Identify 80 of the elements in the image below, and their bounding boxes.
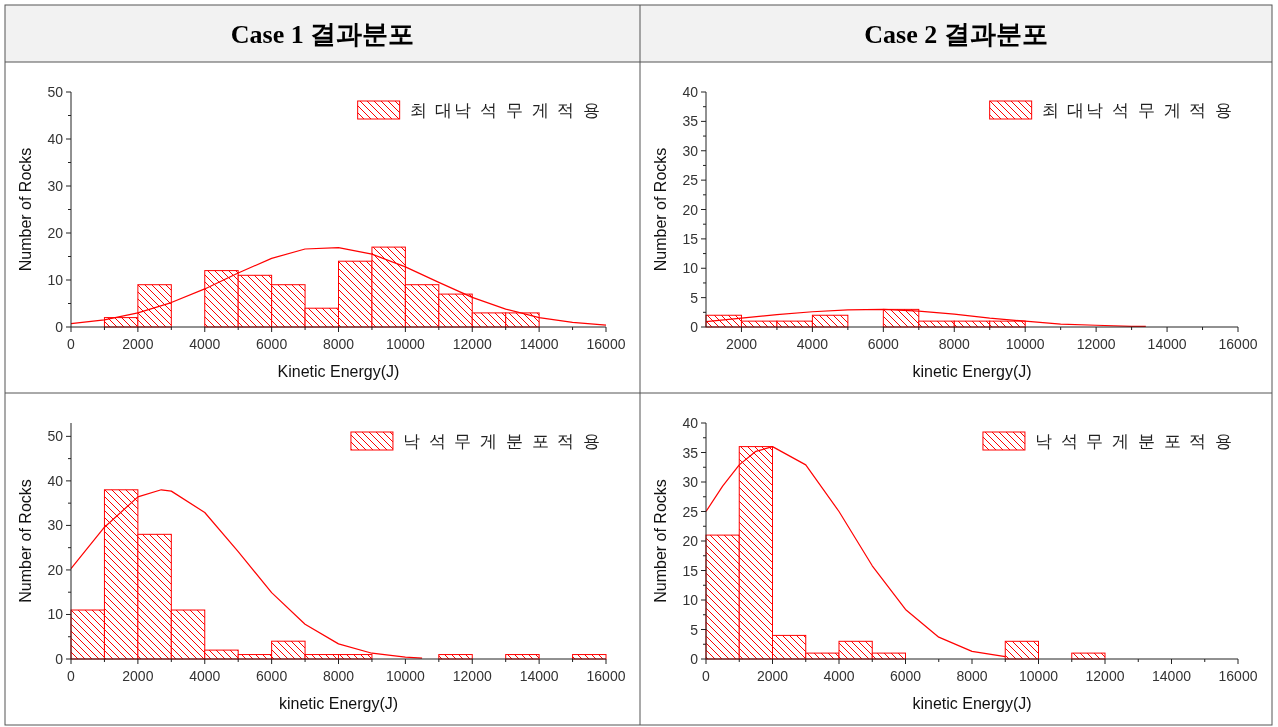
x-axis-title: kinetic Energy(J) xyxy=(278,695,399,712)
x-tick-label: 10000 xyxy=(1005,336,1045,352)
y-tick-label: 35 xyxy=(682,444,699,461)
y-axis-title: Number of Rocks xyxy=(652,479,669,603)
y-tick-label: 20 xyxy=(682,201,699,218)
chart-title: Case 2 결과분포 xyxy=(864,19,1048,49)
x-tick-label: 16000 xyxy=(586,668,626,684)
x-tick-label: 2000 xyxy=(725,336,758,352)
y-tick-label: 15 xyxy=(682,230,699,247)
x-tick-label: 12000 xyxy=(452,336,492,352)
x-tick-label: 4000 xyxy=(189,336,221,352)
y-tick-label: 25 xyxy=(682,172,699,189)
y-tick-label: 20 xyxy=(682,533,699,549)
x-tick-label: 6000 xyxy=(256,336,288,352)
chart-title: Case 1 결과분포 xyxy=(230,19,415,49)
x-tick-label: 2000 xyxy=(122,336,154,352)
x-axis-title: kinetic Energy(J) xyxy=(912,695,1032,712)
x-tick-label: 16000 xyxy=(1218,336,1258,352)
y-tick-label: 0 xyxy=(690,651,699,667)
x-tick-label: 10000 xyxy=(385,336,426,352)
x-tick-label: 12000 xyxy=(1076,336,1116,352)
y-axis-title: Number of Rocks xyxy=(17,147,34,272)
y-tick-label: 20 xyxy=(47,225,64,241)
legend-label: 낙 석 무 게 분 포 적 용 xyxy=(402,432,602,451)
y-tick-label: 50 xyxy=(47,428,64,445)
x-tick-label: 14000 xyxy=(519,336,559,352)
x-tick-label: 16000 xyxy=(586,336,626,352)
y-tick-label: 35 xyxy=(682,113,699,130)
x-tick-label: 14000 xyxy=(519,668,559,684)
x-tick-label: 0 xyxy=(67,668,76,684)
y-tick-label: 40 xyxy=(47,472,64,489)
y-axis-title: Number of Rocks xyxy=(652,147,669,272)
y-tick-label: 40 xyxy=(682,84,699,100)
x-tick-label: 4000 xyxy=(189,668,221,684)
x-tick-label: 8000 xyxy=(956,668,988,684)
x-tick-label: 6000 xyxy=(889,668,922,684)
x-tick-label: 0 xyxy=(702,668,711,684)
y-tick-label: 40 xyxy=(682,415,699,431)
y-tick-label: 30 xyxy=(682,142,699,159)
x-tick-label: 10000 xyxy=(385,668,426,684)
y-tick-label: 0 xyxy=(55,651,64,667)
x-tick-label: 8000 xyxy=(322,668,355,684)
x-tick-label: 4000 xyxy=(796,336,829,352)
x-axis-title: kinetic Energy(J) xyxy=(912,363,1032,380)
y-tick-label: 10 xyxy=(682,592,699,608)
legend-label: 최 대낙 석 무 게 적 용 xyxy=(409,101,602,120)
x-tick-label: 16000 xyxy=(1218,668,1258,684)
x-tick-label: 14000 xyxy=(1152,668,1192,684)
y-tick-label: 5 xyxy=(690,289,699,306)
y-tick-label: 10 xyxy=(682,260,699,277)
y-tick-label: 10 xyxy=(47,272,64,288)
y-tick-label: 30 xyxy=(682,474,699,490)
y-tick-label: 10 xyxy=(47,606,64,623)
x-axis-title: Kinetic Energy(J) xyxy=(277,363,400,380)
y-tick-label: 25 xyxy=(682,503,699,520)
y-tick-label: 40 xyxy=(47,131,64,147)
x-tick-label: 2000 xyxy=(756,668,789,684)
x-tick-label: 12000 xyxy=(1085,668,1125,684)
y-tick-label: 0 xyxy=(690,319,699,335)
y-tick-label: 15 xyxy=(682,562,699,579)
x-tick-label: 8000 xyxy=(322,336,355,352)
y-axis-title: Number of Rocks xyxy=(17,479,34,603)
x-tick-label: 6000 xyxy=(867,336,900,352)
x-tick-label: 8000 xyxy=(938,336,971,352)
x-tick-label: 4000 xyxy=(823,668,855,684)
y-tick-label: 5 xyxy=(690,621,699,638)
x-tick-label: 2000 xyxy=(122,668,154,684)
y-tick-label: 30 xyxy=(47,178,64,194)
y-tick-label: 20 xyxy=(47,561,64,578)
y-tick-label: 30 xyxy=(47,517,64,534)
x-tick-label: 0 xyxy=(67,336,76,352)
x-tick-label: 14000 xyxy=(1147,336,1187,352)
x-tick-label: 10000 xyxy=(1019,668,1059,684)
x-tick-label: 12000 xyxy=(452,668,492,684)
y-tick-label: 0 xyxy=(55,319,64,335)
line-series xyxy=(70,489,423,659)
x-tick-label: 6000 xyxy=(256,668,288,684)
legend-label: 낙 석 무 게 분 포 적 용 xyxy=(1034,432,1234,451)
y-tick-label: 50 xyxy=(47,84,64,100)
legend-label: 최 대낙 석 무 게 적 용 xyxy=(1041,101,1234,120)
